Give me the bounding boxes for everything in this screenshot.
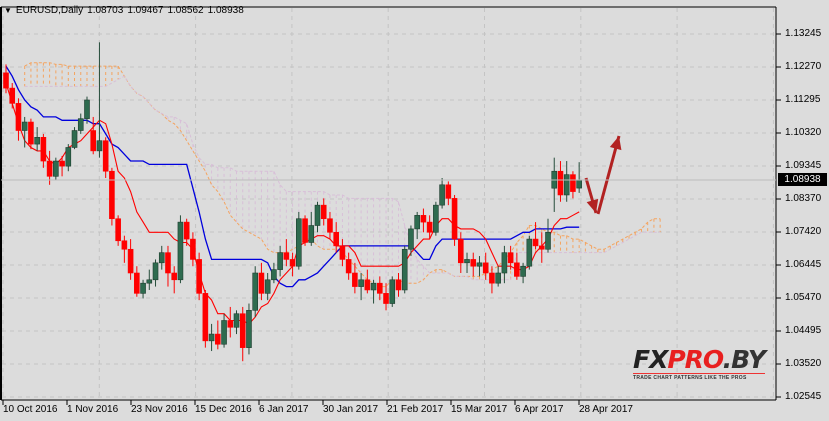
price-tick-label: 1.06445 [785,259,822,270]
price-tick-label: 1.02545 [785,391,822,402]
date-tick-label: 28 Apr 2017 [579,404,633,415]
forecast-arrows [584,135,622,215]
date-tick-label: 6 Jan 2017 [259,404,309,415]
grid-lines [2,8,776,400]
price-tick-label: 1.04495 [785,325,822,336]
price-tick-label: 1.03520 [785,358,822,369]
chart-title-bar: ▼ EURUSD,Daily 1.08703 1.09467 1.08562 1… [4,5,244,16]
date-tick-label: 15 Dec 2016 [195,404,252,415]
close-value: 1.08938 [207,5,244,16]
price-tick-label: 1.10320 [785,127,822,138]
price-tick-label: 1.05470 [785,292,822,303]
high-value: 1.09467 [127,5,164,16]
current-price-tag: 1.08938 [778,173,827,186]
logo-wordmark: FXPRO.BY [633,345,766,374]
date-tick-label: 21 Feb 2017 [387,404,444,415]
date-tick-label: 6 Apr 2017 [515,404,564,415]
price-tick-label: 1.07420 [785,226,822,237]
date-tick-label: 10 Oct 2016 [3,404,58,415]
logo-tagline: TRADE CHART PATTERNS LIKE THE PROS [633,373,765,381]
price-tick-label: 1.13245 [785,28,822,39]
symbol-label: EURUSD,Daily [15,5,84,16]
price-tick-label: 1.08370 [785,193,822,204]
ichimoku-lines [5,65,580,325]
low-value: 1.08562 [167,5,204,16]
price-tick-label: 1.11295 [785,94,821,105]
date-tick-label: 30 Jan 2017 [323,404,379,415]
open-value: 1.08703 [87,5,124,16]
price-tick-label: 1.09345 [785,160,822,171]
date-tick-label: 23 Nov 2016 [131,404,188,415]
axis-ticks [2,33,781,405]
candlesticks [3,42,582,362]
price-tick-label: 1.12270 [785,61,822,72]
date-tick-label: 15 Mar 2017 [451,404,508,415]
fxpro-watermark-logo: FXPRO.BY TRADE CHART PATTERNS LIKE THE P… [633,345,766,383]
triangle-down-icon[interactable]: ▼ [4,6,12,15]
date-tick-label: 1 Nov 2016 [67,404,119,415]
